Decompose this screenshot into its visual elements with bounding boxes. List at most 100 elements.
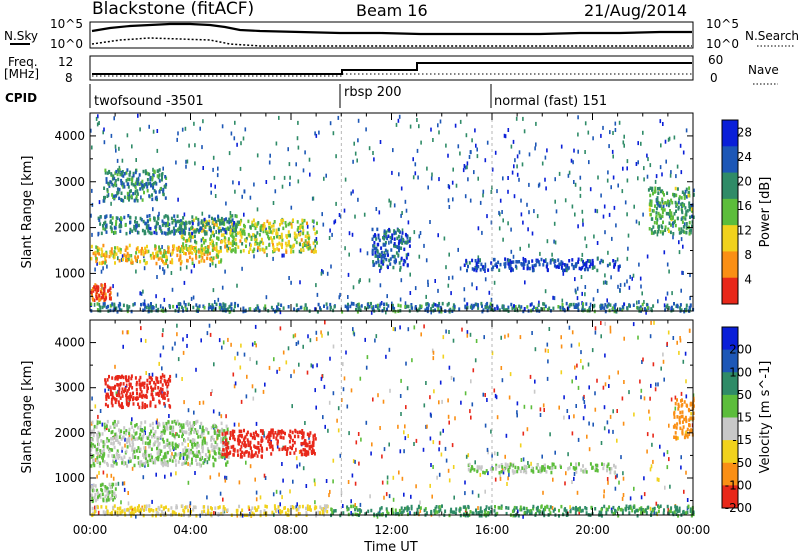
scatter-cell: [655, 382, 657, 387]
feature-cell-5: [403, 247, 406, 252]
feature-cell-2: [260, 439, 263, 443]
feature-cell-1: [282, 226, 285, 231]
feature-cell-6: [566, 263, 569, 268]
scatter-cell: [316, 363, 318, 368]
feature-cell-3: [164, 175, 167, 179]
feature-cell-0: [218, 433, 221, 437]
feature-cell-1: [293, 243, 295, 248]
feature-cell-3: [146, 189, 149, 193]
feature-cell-8: [160, 308, 163, 313]
feature-cell-5: [398, 239, 401, 244]
feature-cell-8: [113, 307, 116, 311]
scatter-cell: [583, 400, 586, 404]
scatter-cell: [453, 377, 455, 382]
feature-cell-7: [683, 194, 686, 198]
scatter-cell: [126, 133, 129, 138]
feature-cell-6: [523, 262, 526, 266]
feature-cell-7: [656, 218, 659, 222]
feature-cell-8: [346, 305, 349, 309]
feature-cell-0: [97, 452, 100, 456]
feature-cell-5: [397, 228, 399, 232]
feature-cell-3: [111, 193, 114, 197]
feature-cell-0: [92, 437, 94, 442]
scatter-cell: [315, 337, 318, 342]
scatter-cell: [316, 292, 319, 297]
feature-cell-8: [639, 305, 642, 309]
scatter-cell: [348, 252, 350, 257]
scatter-cell: [306, 224, 309, 229]
feature-cell-0: [90, 244, 93, 249]
feature-cell-4: [495, 465, 498, 470]
feature-cell-2: [276, 439, 279, 443]
feature-cell-0: [179, 453, 182, 457]
feature-cell-1: [128, 397, 131, 401]
feature-cell-1: [256, 242, 259, 246]
feature-cell-0: [158, 245, 160, 249]
scatter-cell: [561, 298, 564, 303]
feature-cell-5: [405, 234, 408, 238]
feature-cell-2: [306, 452, 308, 456]
feature-cell-8: [392, 306, 395, 310]
noise-panel: N.Sky 10^5 10^0 N.Search 10^5 10^0: [4, 17, 799, 51]
feature-cell-3: [104, 195, 106, 200]
feature-cell-6: [487, 268, 490, 272]
feature-cell-2: [143, 229, 146, 234]
feature-cell-7: [653, 230, 656, 234]
scatter-cell: [612, 175, 615, 180]
feature-cell-2: [272, 433, 275, 437]
scatter-cell: [493, 388, 496, 393]
feature-cell-1: [268, 243, 271, 247]
scatter-cell: [97, 414, 99, 419]
feature-cell-1: [218, 226, 221, 231]
feature-cell-2: [291, 430, 294, 435]
scatter-cell: [184, 126, 187, 131]
feature-cell-2: [242, 438, 245, 442]
feature-cell-2: [170, 216, 173, 221]
feature-cell-0: [144, 261, 147, 266]
feature-cell-0: [121, 446, 124, 451]
scatter-cell: [411, 358, 413, 363]
feature-cell-8: [232, 308, 235, 313]
scatter-cell: [206, 331, 209, 336]
feature-cell-1: [138, 394, 141, 398]
feature-cell-4: [577, 462, 580, 466]
feature-cell-3: [101, 488, 104, 493]
feature-cell-8: [636, 306, 639, 310]
feature-cell-8: [559, 305, 562, 310]
feature-cell-0: [212, 462, 215, 466]
scatter-cell: [417, 175, 419, 180]
scatter-cell: [143, 266, 146, 271]
scatter-cell: [445, 458, 448, 463]
feature-cell-0: [117, 454, 120, 459]
feature-cell-0: [96, 447, 99, 452]
feature-cell-0: [213, 446, 216, 451]
feature-cell-0: [219, 455, 222, 459]
scatter-cell: [510, 144, 513, 149]
feature-cell-1: [234, 249, 237, 254]
scatter-cell: [398, 470, 400, 475]
scatter-cell: [98, 121, 100, 125]
feature-cell-0: [114, 432, 117, 437]
scatter-cell: [459, 266, 462, 271]
feature-cell-1: [139, 387, 142, 392]
scatter-cell: [234, 120, 236, 125]
feature-cell-7: [666, 191, 669, 195]
feature-cell-0: [145, 460, 148, 464]
scatter-cell: [612, 409, 614, 414]
feature-cell-1: [304, 243, 307, 248]
scatter-cell: [370, 451, 372, 456]
scatter-cell: [623, 380, 625, 384]
scatter-cell: [239, 365, 242, 370]
feature-cell-2: [275, 437, 278, 441]
scatter-cell: [640, 495, 643, 500]
feature-cell-8: [147, 303, 150, 307]
feature-cell-7: [656, 221, 658, 225]
feature-cell-0: [215, 255, 218, 259]
scatter-cell: [647, 157, 649, 162]
feature-cell-0: [102, 243, 105, 248]
scatter-cell: [90, 128, 92, 133]
feature-cell-8: [613, 304, 616, 308]
feature-cell-1: [285, 250, 288, 254]
feature-cell-2: [136, 220, 139, 225]
feature-cell-3: [165, 182, 168, 187]
